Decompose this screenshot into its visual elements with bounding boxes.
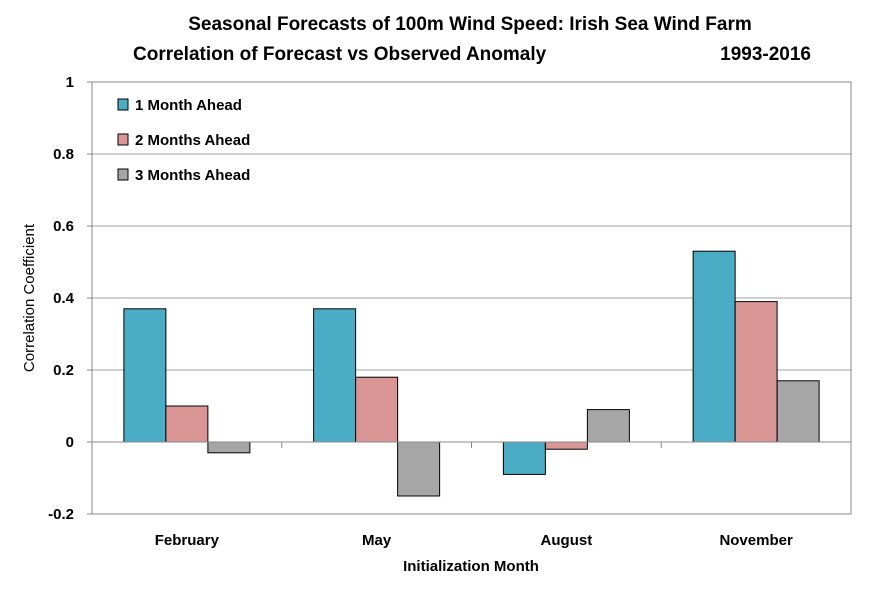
bars (123, 250, 820, 497)
bar-may-series-1 (313, 308, 357, 443)
y-tick-label: 1 (66, 74, 74, 91)
category-labels: February May August November (155, 442, 793, 549)
category-label: May (362, 532, 392, 549)
bar-may-series-3 (397, 441, 441, 497)
y-tick-label: 0.2 (53, 362, 74, 379)
legend-swatch (117, 98, 129, 111)
legend: 1 Month Ahead 2 Months Ahead 3 Months Ahea… (117, 97, 250, 184)
bar-november-series-3 (776, 380, 820, 443)
category-label: August (541, 532, 593, 549)
category-label: November (719, 532, 793, 549)
y-tick-label: 0.8 (53, 146, 74, 163)
bar-may-series-2 (355, 376, 399, 443)
chart-title-line1: Seasonal Forecasts of 100m Wind Speed: I… (188, 14, 752, 35)
x-axis-label: Initialization Month (403, 558, 539, 575)
bar-november-series-2 (734, 301, 778, 443)
category-label: February (155, 532, 220, 549)
legend-swatch (117, 133, 129, 146)
y-tick-label: 0.4 (53, 290, 75, 307)
y-tick-labels: -0.2 0 0.2 0.4 0.6 0.8 1 (48, 74, 92, 523)
chart-period: 1993-2016 (720, 44, 811, 65)
legend-label: 2 Months Ahead (135, 132, 250, 149)
legend-swatch (117, 168, 129, 181)
bar-august-series-3 (586, 409, 630, 443)
bar-november-series-1 (692, 250, 736, 443)
bar-february-series-3 (207, 441, 251, 454)
legend-label: 1 Month Ahead (135, 97, 242, 114)
legend-label: 3 Months Ahead (135, 167, 250, 184)
y-tick-label: 0 (66, 434, 74, 451)
y-tick-label: -0.2 (48, 506, 74, 523)
y-axis-label: Correlation Coefficient (21, 223, 38, 372)
chart-title-line2: Correlation of Forecast vs Observed Anom… (133, 44, 547, 65)
bar-august-series-1 (502, 441, 546, 475)
bar-february-series-1 (123, 308, 167, 443)
bar-august-series-2 (544, 441, 588, 450)
bar-february-series-2 (165, 405, 209, 443)
y-tick-label: 0.6 (53, 218, 74, 235)
